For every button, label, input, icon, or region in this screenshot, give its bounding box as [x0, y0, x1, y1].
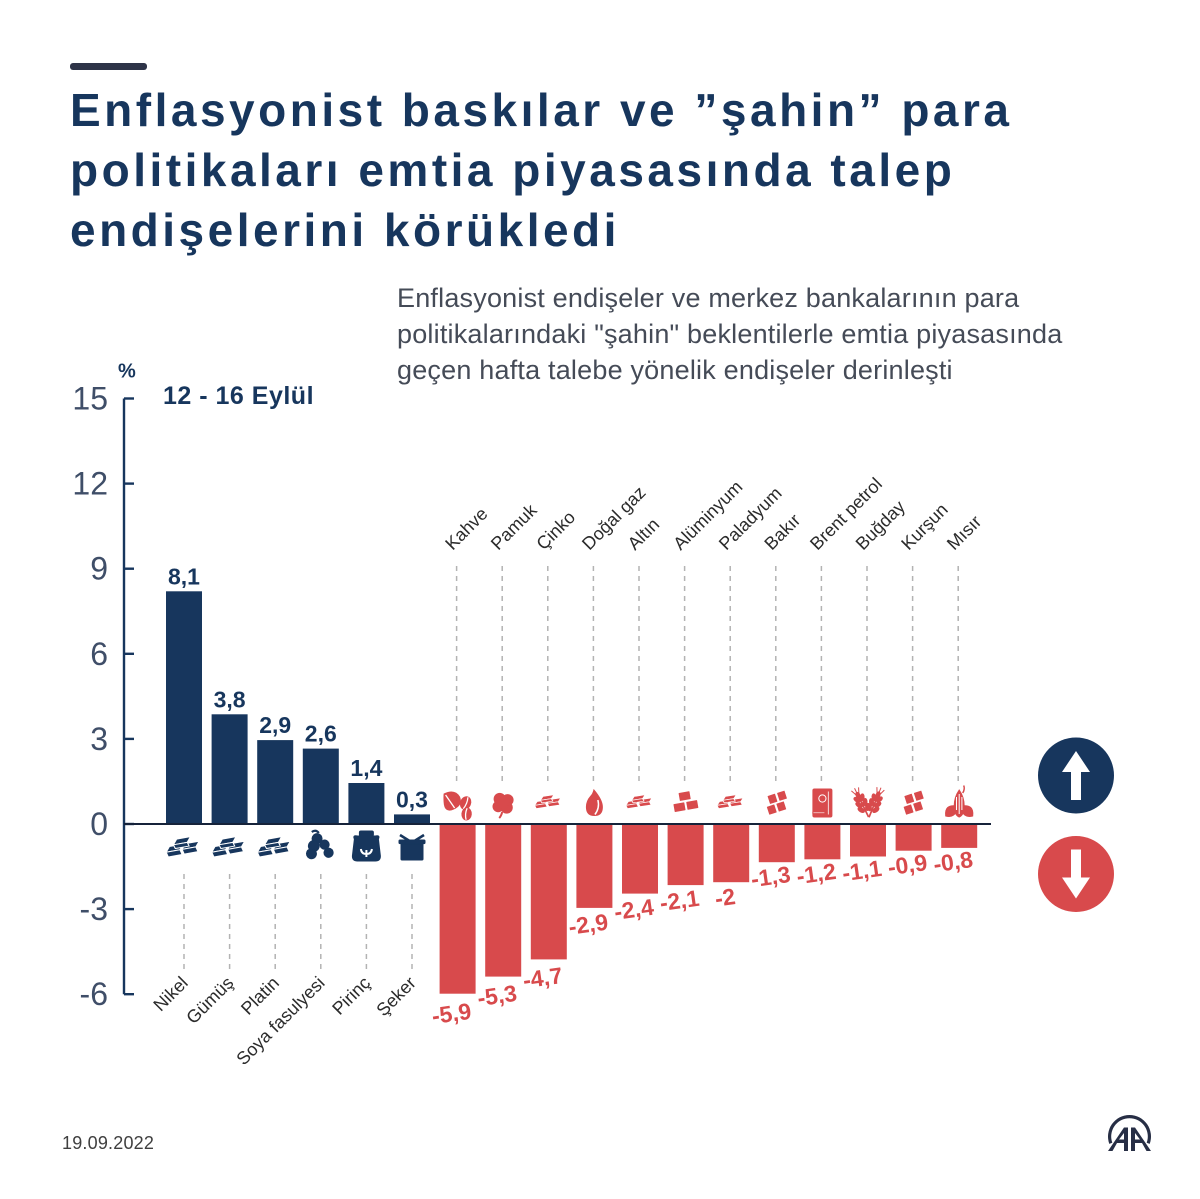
svg-text:-6: -6: [80, 976, 108, 1012]
svg-text:12 - 16 Eylül: 12 - 16 Eylül: [163, 382, 314, 410]
svg-text:-2,9: -2,9: [567, 909, 610, 940]
svg-text:2,9: 2,9: [259, 712, 291, 738]
svg-text:-5,9: -5,9: [430, 998, 473, 1029]
svg-text:1,4: 1,4: [350, 755, 382, 781]
svg-text:8,1: 8,1: [168, 563, 200, 589]
svg-text:Pamuk: Pamuk: [487, 499, 541, 553]
svg-text:Şeker: Şeker: [372, 973, 419, 1020]
svg-text:Kahve: Kahve: [441, 504, 491, 554]
svg-text:-3: -3: [80, 891, 108, 927]
svg-text:Altın: Altın: [624, 514, 664, 554]
svg-text:3: 3: [90, 721, 108, 757]
svg-text:%: %: [118, 361, 136, 383]
svg-text:6: 6: [90, 636, 108, 672]
svg-text:9: 9: [90, 551, 108, 587]
svg-text:-2,4: -2,4: [612, 894, 655, 925]
svg-text:Bakır: Bakır: [760, 510, 804, 554]
svg-text:Nikel: Nikel: [149, 973, 191, 1015]
svg-text:Pirinç: Pirinç: [328, 973, 374, 1019]
svg-text:2,6: 2,6: [305, 721, 337, 747]
svg-text:-1,3: -1,3: [749, 861, 792, 892]
svg-text:Gümüş: Gümüş: [182, 973, 237, 1028]
svg-text:0,3: 0,3: [396, 786, 428, 812]
svg-text:-0,9: -0,9: [886, 849, 929, 880]
svg-text:0: 0: [90, 806, 108, 842]
svg-text:Mısır: Mısır: [943, 511, 985, 553]
svg-text:3,8: 3,8: [214, 686, 246, 712]
svg-text:-1,2: -1,2: [795, 858, 838, 889]
svg-text:-2,1: -2,1: [658, 885, 701, 916]
svg-text:-1,1: -1,1: [840, 855, 883, 886]
svg-text:-2: -2: [713, 883, 737, 912]
svg-text:-4,7: -4,7: [521, 962, 564, 993]
svg-text:12: 12: [72, 466, 108, 502]
svg-text:15: 15: [72, 381, 108, 417]
svg-text:-0,8: -0,8: [932, 846, 975, 877]
svg-text:-5,3: -5,3: [476, 980, 519, 1011]
